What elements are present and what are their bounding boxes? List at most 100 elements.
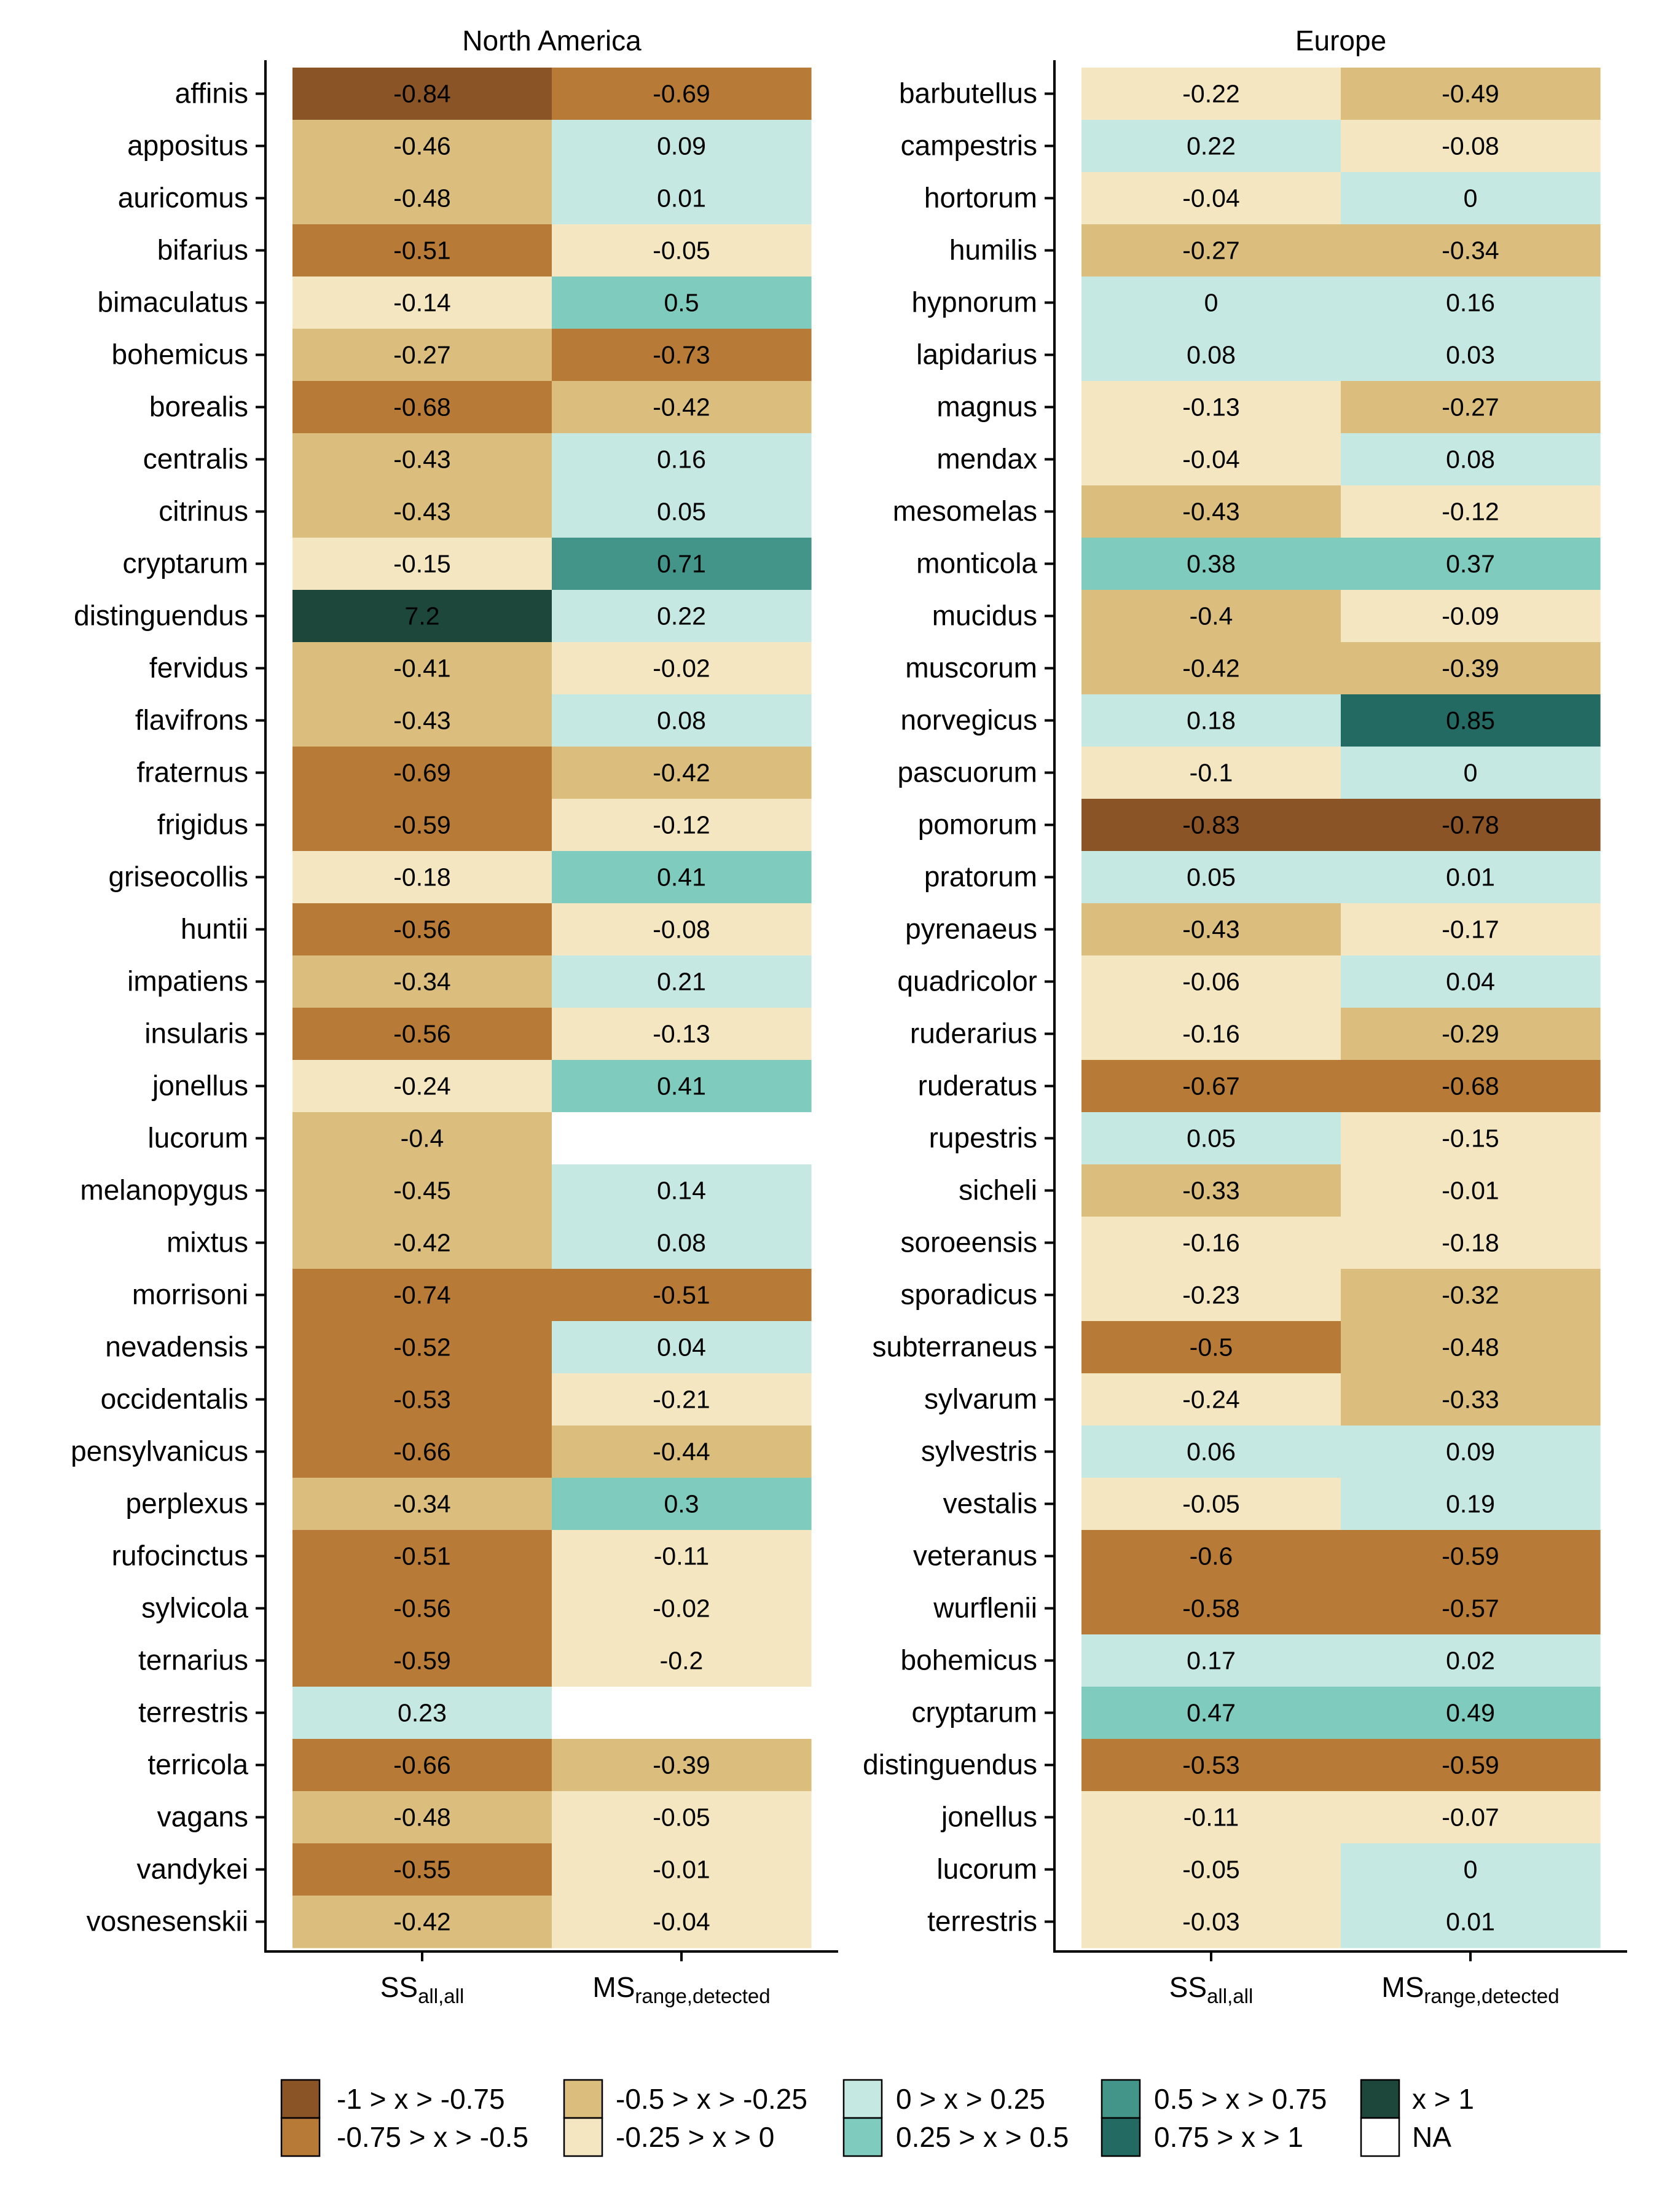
heatmap-cell	[552, 1164, 812, 1217]
heatmap-cell	[1081, 1739, 1341, 1792]
row-label: sicheli	[959, 1174, 1037, 1206]
heatmap-cell	[552, 1896, 812, 1948]
heatmap-cell	[1341, 1896, 1601, 1948]
cell-value-label: 0.47	[1187, 1699, 1236, 1727]
heatmap-cell	[552, 1269, 812, 1322]
heatmap-cell	[552, 1478, 812, 1531]
row-label: borealis	[149, 391, 248, 423]
cell-value-label: -0.42	[653, 759, 710, 787]
row-label: ternarius	[138, 1644, 248, 1676]
row-label: monticola	[916, 547, 1037, 579]
legend: -1 > x > -0.75 -0.75 > x > -0.5 -0.5 > x >…	[280, 2079, 1474, 2157]
cell-value-label: 0.03	[1446, 341, 1495, 369]
cell-value-label: -0.16	[1182, 1020, 1239, 1048]
cell-value-label: -0.44	[653, 1438, 710, 1466]
cell-value-label: -0.48	[1442, 1333, 1499, 1362]
cell-value-label: -0.11	[1183, 1803, 1239, 1832]
heatmap-cell	[552, 172, 812, 225]
panel-title: Europe	[1295, 25, 1386, 57]
heatmap-cell	[1081, 747, 1341, 799]
heatmap-cell	[292, 1426, 552, 1478]
cell-value-label: 0.08	[1446, 445, 1495, 474]
cell-value-label: -0.59	[1442, 1751, 1499, 1779]
cell-value-label: -0.13	[1182, 393, 1239, 422]
cell-value-label: -0.27	[1442, 393, 1499, 422]
heatmap-cell	[1081, 1530, 1341, 1583]
heatmap-cell	[1341, 903, 1601, 956]
cell-value-label: -0.29	[1442, 1020, 1499, 1048]
row-label: mucidus	[932, 600, 1037, 632]
row-label: affinis	[175, 77, 248, 109]
heatmap-cell	[292, 1112, 552, 1165]
legend-label: -0.5 > x > -0.25	[616, 2083, 807, 2115]
row-label: frigidus	[157, 809, 248, 841]
cell-value-label: -0.13	[653, 1020, 710, 1048]
row-label: auricomus	[118, 182, 248, 214]
legend-label: -0.75 > x > -0.5	[337, 2121, 528, 2153]
cell-value-label: -0.42	[1182, 654, 1239, 683]
row-label: sylvarum	[924, 1383, 1037, 1415]
heatmap-cell	[1081, 68, 1341, 120]
cell-value-label: -0.46	[393, 132, 450, 160]
heatmap-cell	[1341, 1426, 1601, 1478]
legend-label: NA	[1412, 2121, 1451, 2153]
heatmap-cell	[1341, 747, 1601, 799]
heatmap-cell	[552, 1739, 812, 1792]
row-label: melanopygus	[80, 1174, 248, 1206]
row-label: lucorum	[936, 1853, 1037, 1885]
row-label: distinguendus	[74, 600, 248, 632]
column-label-main: SS	[1169, 1971, 1207, 2003]
heatmap-cell	[1081, 1164, 1341, 1217]
cell-value-label: -0.22	[1182, 80, 1239, 108]
cell-value-label: -0.43	[393, 498, 450, 526]
cell-value-label: -0.67	[1182, 1072, 1239, 1100]
cell-value-label: -0.58	[1182, 1594, 1239, 1623]
column-label: SSall,all	[1169, 1971, 1254, 2007]
cell-value-label: -0.33	[1182, 1177, 1239, 1205]
legend-swatch	[1101, 2117, 1141, 2157]
cell-value-label: 0.08	[657, 707, 706, 735]
heatmap-cell	[292, 1008, 552, 1061]
cell-value-label: -0.32	[1442, 1281, 1499, 1309]
row-label: quadricolor	[897, 965, 1037, 997]
cell-value-label: -0.52	[393, 1333, 450, 1362]
cell-value-label: 0.05	[657, 498, 706, 526]
legend-label: 0.75 > x > 1	[1154, 2121, 1303, 2153]
heatmap-cell	[1081, 590, 1341, 643]
cell-value-label: 0.85	[1446, 707, 1495, 735]
cell-value-label: -0.4	[401, 1124, 444, 1153]
cell-value-label: 0.09	[657, 132, 706, 160]
heatmap-cell	[1341, 1321, 1601, 1374]
column-label-subscript: all,all	[1207, 1985, 1253, 2007]
heatmap-cell	[1341, 433, 1601, 486]
heatmap-cell	[292, 485, 552, 538]
row-label: terrestris	[138, 1696, 248, 1728]
panel-north-america: North America affinis -0.84 -0.69 appositus -…	[71, 25, 838, 2007]
row-label: distinguendus	[863, 1749, 1037, 1781]
row-label: pensylvanicus	[71, 1435, 248, 1467]
cell-value-label: 0.02	[1446, 1647, 1495, 1675]
heatmap-cell	[552, 1373, 812, 1426]
cell-value-label: -0.43	[393, 707, 450, 735]
cell-value-label: 0.01	[1446, 863, 1495, 892]
cell-value-label: 0.18	[1187, 707, 1236, 735]
row-label: nevadensis	[105, 1331, 248, 1363]
cell-value-label: -0.11	[654, 1542, 709, 1571]
heatmap-cell	[552, 747, 812, 799]
cell-value-label: -0.68	[393, 393, 450, 422]
legend-swatch	[842, 2079, 883, 2119]
heatmap-cell	[552, 120, 812, 173]
heatmap-cell	[1341, 1060, 1601, 1113]
heatmap-cell	[1341, 224, 1601, 277]
row-label: bimaculatus	[98, 286, 248, 318]
row-label: huntii	[181, 913, 248, 945]
heatmap-cell	[1341, 590, 1601, 643]
row-label: insularis	[144, 1018, 248, 1049]
heatmap-cell	[1081, 172, 1341, 225]
row-label: ruderarius	[910, 1018, 1037, 1049]
heatmap-cell	[292, 1269, 552, 1322]
heatmap-cell	[552, 1112, 812, 1165]
heatmap-cell	[552, 590, 812, 643]
column-label-main: MS	[592, 1971, 635, 2003]
heatmap-cell	[1081, 642, 1341, 695]
